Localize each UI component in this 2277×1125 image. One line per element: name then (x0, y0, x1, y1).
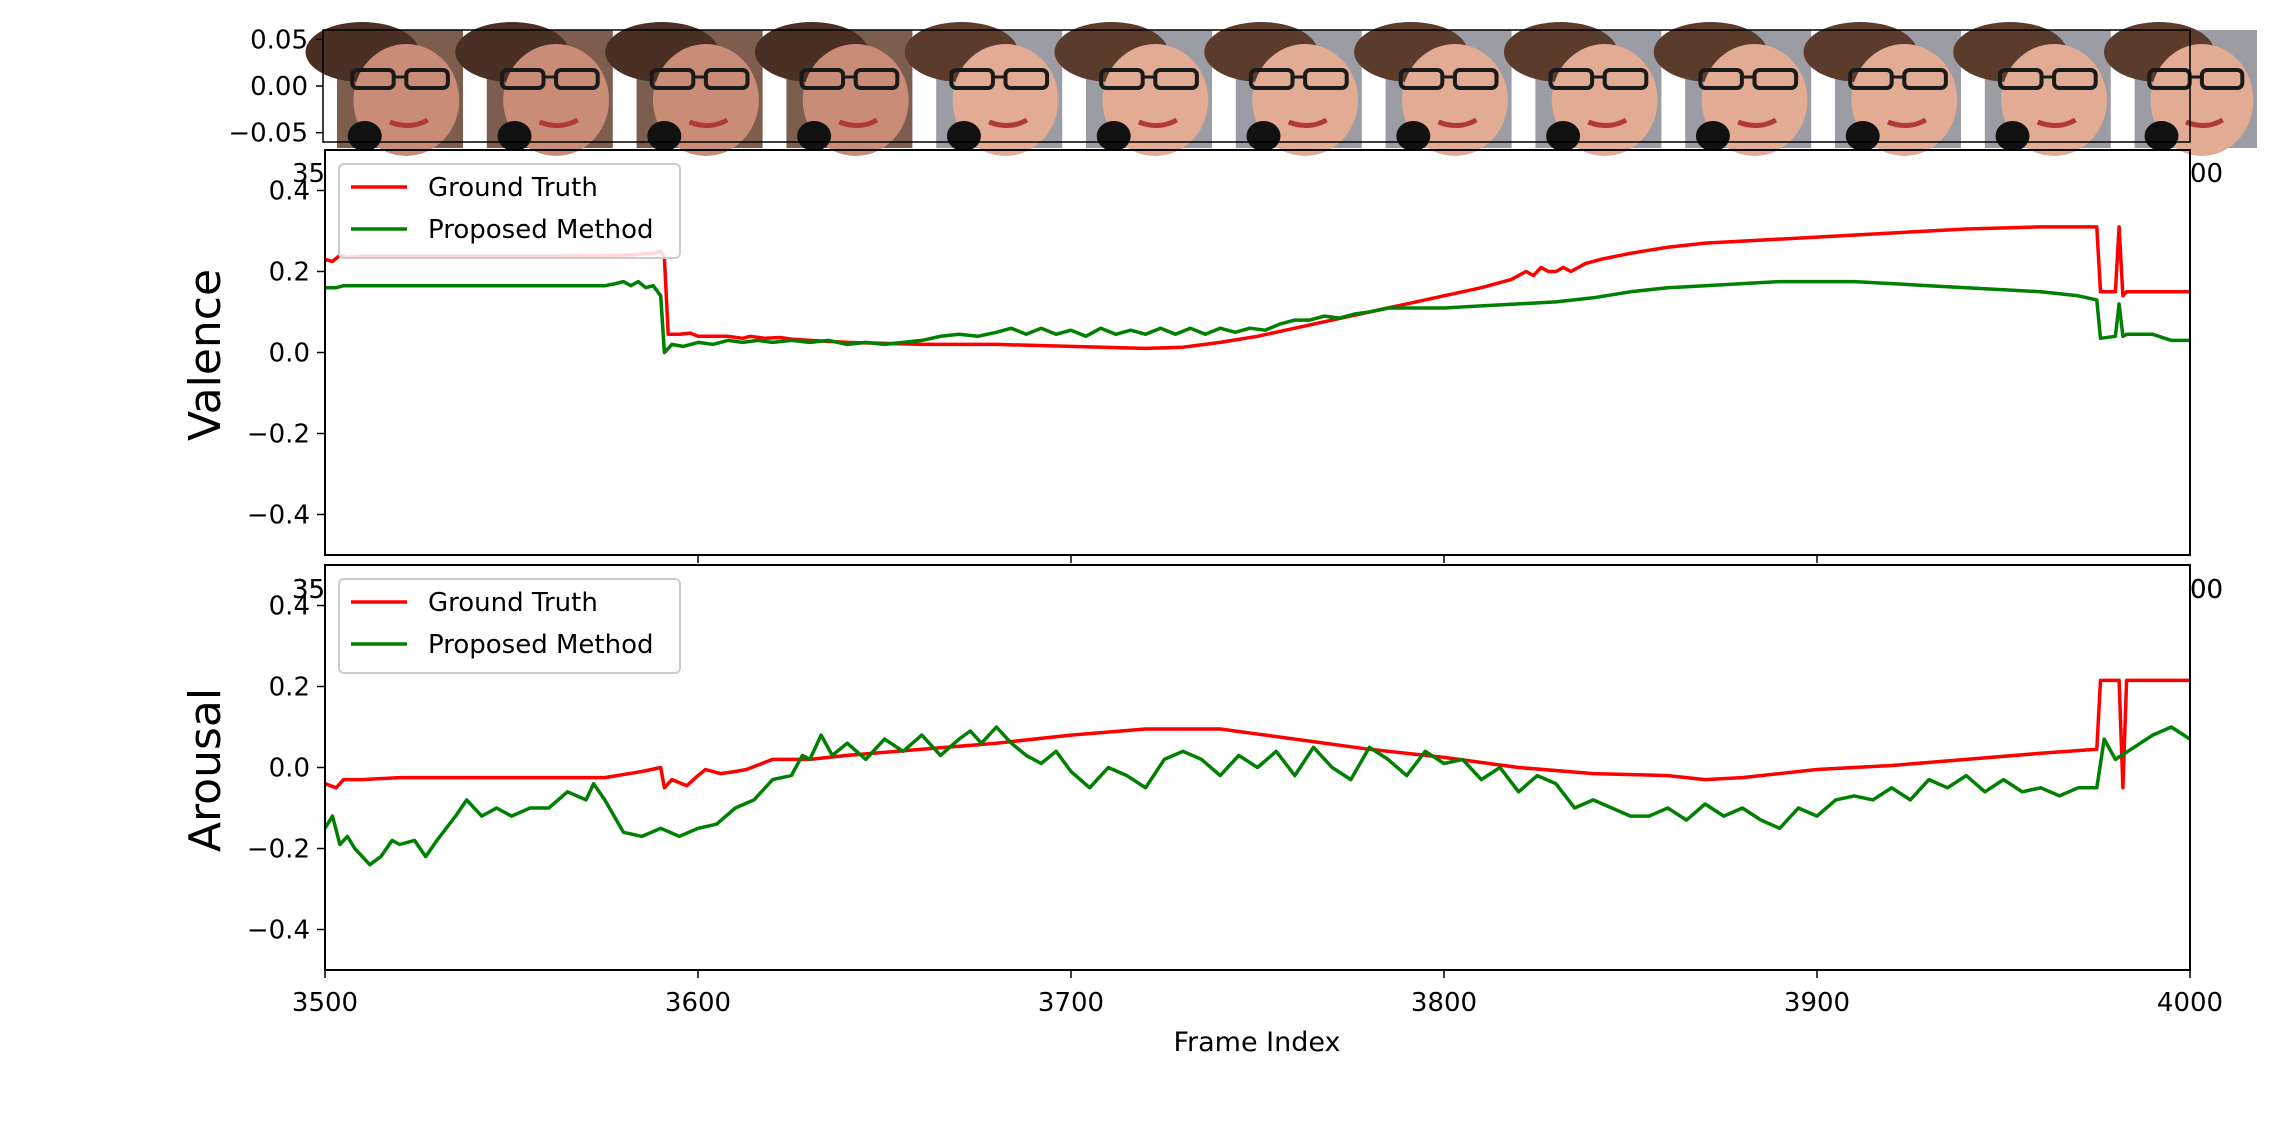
valence-panel: 0.4 0.2 0.0 −0.2 −0.4 Valence Ground Truth P… (180, 149, 2223, 605)
strip-y-ticks: 0.05 0.00 −0.05 (228, 25, 323, 149)
ground-truth-series-line (324, 678, 2190, 790)
arousal-partial-tick-left: 35 (292, 575, 325, 605)
x-tick-label: 4000 (2157, 988, 2223, 1018)
x-tick-label: 3700 (1038, 988, 1104, 1018)
face-frame-thumbnail (455, 22, 613, 156)
arousal-y-ticks: 0.4 0.2 0.0 −0.2 −0.4 (247, 592, 325, 946)
arousal-legend-pm-label: Proposed Method (428, 630, 653, 660)
arousal-partial-tick-right: 00 (2190, 575, 2223, 605)
y-tick-label: −0.4 (247, 501, 310, 531)
x-tick-label: 3500 (292, 988, 358, 1018)
face-frame-thumbnail (1054, 22, 1212, 156)
proposed-method-series-line (325, 279, 2190, 355)
y-tick-label: −0.2 (247, 835, 310, 865)
y-tick-label: −0.4 (247, 916, 310, 946)
face-frame-thumbnail (305, 22, 463, 156)
face-frame-thumbnail (1354, 22, 1512, 156)
x-tick-label: 3600 (665, 988, 731, 1018)
strip-panel: 0.05 0.00 −0.05 35 00 (228, 22, 2257, 189)
strip-partial-tick-left: 35 (292, 159, 325, 189)
y-tick-label: 0.0 (269, 339, 310, 369)
proposed-method-series-line (323, 725, 2191, 867)
valence-y-label: Valence (180, 269, 231, 441)
x-tick-label: 3800 (1411, 988, 1477, 1018)
y-tick-label: 0.4 (269, 177, 310, 207)
y-tick-label: 0.4 (269, 592, 310, 622)
arousal-y-label: Arousal (180, 688, 231, 852)
y-tick-label: 0.2 (269, 258, 310, 288)
valence-legend-box (338, 163, 681, 259)
face-frame-thumbnail (2104, 22, 2257, 156)
valence-partial-tick-right: 00 (2190, 575, 2223, 605)
arousal-plot-area (323, 678, 2191, 867)
arousal-panel: 0.40.20.0−0.2−0.4 3500 3600 3700 3800 3900 40… (180, 564, 2223, 1058)
y-tick-label: 0.0 (269, 754, 310, 784)
arousal-x-ticks: 3500 3600 3700 3800 3900 4000 (292, 970, 2223, 1018)
valence-legend: Ground Truth Proposed Method (338, 163, 681, 259)
arousal-legend: Ground Truth Proposed Method (338, 578, 681, 674)
face-frame-thumbnail (605, 22, 763, 156)
face-frame-thumbnail (1803, 22, 1961, 156)
valence-legend-gt-label: Ground Truth (428, 173, 598, 203)
arousal-legend-gt-label: Ground Truth (428, 588, 598, 618)
y-tick-label: 0.2 (269, 673, 310, 703)
valence-x-tick-marks (697, 555, 1818, 563)
face-frame-thumbnail (1503, 22, 1662, 156)
valence-partial-tick-left: 35 (292, 575, 325, 605)
face-frame-thumbnail (754, 22, 913, 156)
face-frame-strip (305, 22, 2257, 156)
valence-y-ticks: 0.4 0.2 0.0 −0.2 −0.4 (247, 177, 325, 531)
arousal-legend-box (338, 578, 681, 674)
y-tick-label: −0.2 (247, 420, 310, 450)
strip-y-tick-label: 0.05 (250, 25, 308, 55)
face-frame-thumbnail (1204, 22, 1362, 156)
face-frame-thumbnail (1653, 22, 1812, 156)
x-tick-label: 3900 (1784, 988, 1850, 1018)
face-frame-thumbnail (1953, 22, 2111, 156)
strip-partial-tick-right: 00 (2190, 159, 2223, 189)
face-frame-thumbnail (904, 22, 1063, 156)
strip-y-tick-label: −0.05 (228, 119, 308, 149)
arousal-x-label: Frame Index (1173, 1027, 1340, 1058)
strip-y-tick-label: 0.00 (250, 72, 308, 102)
valence-legend-pm-label: Proposed Method (428, 215, 653, 245)
